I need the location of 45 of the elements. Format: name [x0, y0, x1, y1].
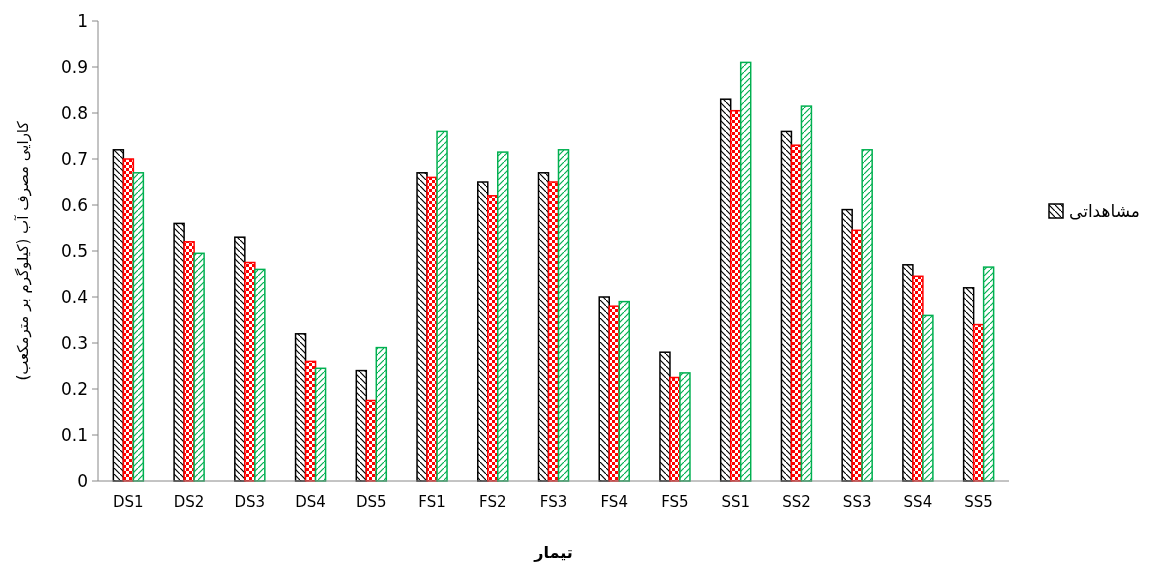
x-tick-label: SS5: [964, 493, 993, 511]
y-tick-label: 0.4: [60, 286, 88, 307]
x-tick-label: FS4: [600, 493, 628, 511]
x-tick-label: FS1: [418, 493, 446, 511]
x-tick-label: DS1: [113, 493, 144, 511]
y-tick-label: 0.5: [60, 240, 88, 261]
bar: [618, 300, 630, 482]
bar: [254, 268, 266, 482]
x-tick-label: DS5: [355, 493, 387, 511]
y-tick-label: 0.7: [60, 148, 88, 169]
y-tick-label: 0.6: [60, 194, 88, 215]
bar: [922, 314, 934, 482]
y-tick-label: 0.8: [60, 102, 88, 123]
bar: [861, 149, 873, 482]
y-tick-label: 0.2: [60, 378, 88, 399]
bar: [679, 372, 691, 482]
x-tick-label: SS2: [782, 493, 811, 511]
bar: [375, 346, 388, 482]
x-tick-label: SS3: [842, 493, 872, 511]
x-axis-title: تیمار: [533, 543, 573, 562]
bar: [982, 266, 995, 482]
legend-label: مشاهداتی: [1069, 200, 1140, 221]
x-tick-label: FS5: [661, 493, 689, 511]
bar: [314, 367, 327, 482]
y-tick-label: 0.9: [60, 56, 88, 77]
y-tick-label: 1: [77, 10, 88, 31]
x-tick-label: DS4: [295, 493, 326, 511]
bar: [800, 105, 813, 482]
y-axis-title: کارایی مصرف آب (کیلوگرم بر مترمکعب): [14, 120, 32, 381]
x-tick-label: FS2: [479, 493, 507, 511]
bar: [436, 130, 448, 482]
bar: [497, 151, 509, 482]
x-tick-label: DS3: [234, 493, 266, 511]
bar: [557, 149, 570, 482]
x-tick-label: DS2: [173, 493, 205, 511]
bar: [739, 61, 752, 482]
x-tick-label: SS1: [721, 493, 750, 511]
bar: [193, 252, 205, 482]
bar: [132, 172, 145, 482]
y-tick-label: 0.3: [60, 332, 88, 353]
x-tick-label: FS3: [539, 493, 568, 511]
y-tick-label: 0: [77, 470, 88, 491]
bar: [659, 351, 671, 482]
y-tick-label: 0.1: [60, 424, 88, 445]
x-tick-label: SS4: [903, 493, 933, 511]
